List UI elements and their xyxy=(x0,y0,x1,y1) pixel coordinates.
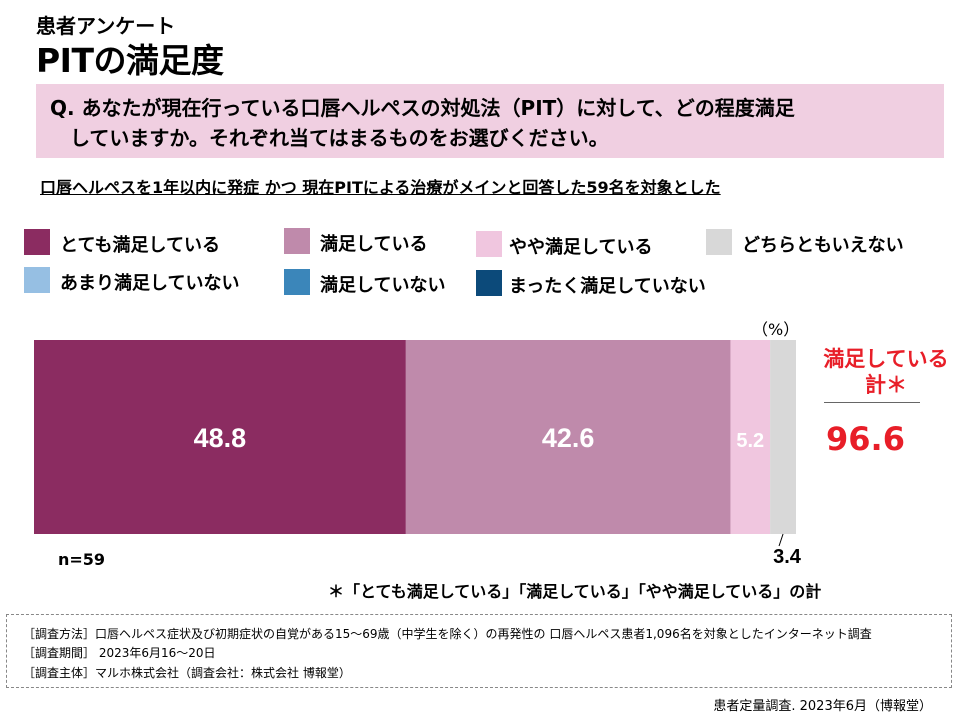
survey-method-box: ［調査方法］口唇ヘルペス症状及び初期症状の自覚がある15～69歳（中学生を除く）… xyxy=(6,614,952,688)
legend-label-not-very-satisfied: あまり満足していない xyxy=(60,273,240,294)
survey-period: ［調査期間］ 2023年6月16～20日 xyxy=(23,646,216,660)
total-label-line-2: 計＊ xyxy=(865,373,907,397)
legend-swatch-somewhat-satisfied xyxy=(476,231,502,257)
page-subtitle: 患者アンケート xyxy=(36,14,176,38)
target-description: 口唇ヘルペスを1年以内に発症 かつ 現在PITによる治療がメインと回答した59名… xyxy=(40,178,721,197)
bar-label-1: 42.6 xyxy=(542,423,595,453)
page-title: PITの満足度 xyxy=(36,41,224,80)
legend-swatch-not-at-all-satisfied xyxy=(476,270,502,296)
legend-swatch-satisfied xyxy=(284,228,310,254)
survey-sponsor: ［調査主体］マルホ株式会社（調査会社：株式会社 博報堂） xyxy=(23,666,351,680)
legend-label-not-satisfied: 満足していない xyxy=(320,275,446,296)
legend-swatch-not-satisfied xyxy=(284,269,310,295)
total-label: 満足している 計＊ xyxy=(808,346,960,398)
footnote: ＊「とても満足している」「満足している」「やや満足している」の計 xyxy=(328,582,822,601)
bar-label-3: 3.4 xyxy=(773,546,802,568)
legend-label-neutral: どちらともいえない xyxy=(742,235,904,256)
question-box xyxy=(36,84,944,158)
bar-label-leader xyxy=(778,533,784,547)
bar-label-2: 5.2 xyxy=(736,430,764,452)
legend-label-not-at-all-satisfied: まったく満足していない xyxy=(509,276,706,297)
legend-label-very-satisfied: とても満足している xyxy=(60,235,221,256)
bar-segment-2 xyxy=(730,340,771,534)
sample-size: n=59 xyxy=(58,550,106,569)
question-line-2: していますか。それぞれ当てはまるものをお選びください。 xyxy=(70,126,609,150)
legend-swatch-neutral xyxy=(706,229,732,255)
total-label-line-1: 満足している xyxy=(823,347,949,371)
bar-label-0: 48.8 xyxy=(194,423,247,453)
source-note: 患者定量調査. 2023年6月（博報堂） xyxy=(713,699,932,714)
survey-method: ［調査方法］口唇ヘルペス症状及び初期症状の自覚がある15～69歳（中学生を除く）… xyxy=(23,627,872,641)
legend-swatch-not-very-satisfied xyxy=(24,267,50,293)
question-text: Q. あなたが現在行っている口唇ヘルペスの対処法（PIT）に対して、どの程度満足… xyxy=(50,93,940,153)
bar-segment-1 xyxy=(405,340,731,534)
legend-label-satisfied: 満足している xyxy=(320,234,428,255)
question-line-1: Q. あなたが現在行っている口唇ヘルペスの対処法（PIT）に対して、どの程度満足 xyxy=(50,96,795,120)
total-value: 96.6 xyxy=(826,420,905,458)
legend-swatch-very-satisfied xyxy=(24,229,50,255)
total-divider xyxy=(824,402,920,403)
legend-label-somewhat-satisfied: やや満足している xyxy=(509,237,653,258)
bar-segment-3 xyxy=(770,340,796,534)
bar-segment-0 xyxy=(34,340,406,534)
chart-unit: （%） xyxy=(752,320,800,339)
